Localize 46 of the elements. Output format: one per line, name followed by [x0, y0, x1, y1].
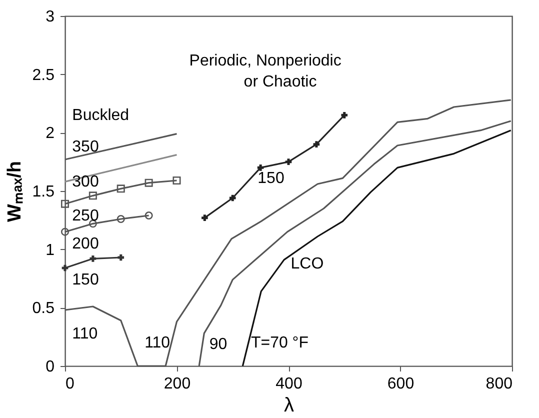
- annotation: or Chaotic: [244, 73, 317, 90]
- y-tick-label: 2.5: [32, 66, 55, 84]
- annotation: 200: [72, 236, 99, 252]
- point: [60, 228, 70, 236]
- y-tick-label: 1: [46, 242, 55, 259]
- x-axis-title: λ: [284, 394, 294, 416]
- point: [62, 264, 68, 272]
- annotation: 150: [72, 272, 99, 289]
- annotation: 110: [144, 334, 170, 352]
- annotation: 150: [258, 170, 284, 188]
- point: [172, 176, 181, 185]
- point: [60, 200, 70, 208]
- annotation: Buckled: [72, 107, 130, 124]
- x-tick-label: 400: [276, 376, 302, 392]
- y-tick-label: 0.5: [32, 300, 55, 318]
- annotation: 110: [72, 325, 98, 342]
- annotation: 90: [209, 336, 228, 353]
- annotation: Periodic, Nonperiodic: [189, 52, 342, 70]
- y-axis-title: Wₘₐₓ/h: [4, 161, 26, 222]
- annotation: 250: [72, 208, 99, 224]
- line-series: [242, 130, 512, 367]
- x-tick-label: 800: [486, 376, 513, 392]
- point: [202, 214, 208, 221]
- point: [313, 141, 320, 148]
- point: [90, 256, 96, 262]
- y-tick-label: 3: [46, 8, 55, 26]
- annotation: 300: [72, 174, 99, 191]
- y-tick-label: 2: [46, 125, 55, 142]
- y-tick-label: 1.5: [32, 184, 55, 200]
- x-tick-label: 0: [66, 376, 74, 392]
- annotation: T=70 °F: [250, 334, 309, 352]
- point: [118, 254, 124, 261]
- x-tick-label: 600: [387, 376, 414, 392]
- point: [285, 158, 292, 165]
- point: [341, 112, 348, 118]
- point: [144, 212, 153, 220]
- point: [144, 178, 153, 187]
- point: [229, 194, 236, 202]
- point: [116, 184, 125, 193]
- x-tick-label: 200: [164, 376, 191, 392]
- point: [116, 215, 125, 223]
- annotation: LCO: [290, 255, 324, 272]
- point: [88, 192, 97, 200]
- point: [257, 164, 264, 171]
- y-tick-label: 0: [46, 358, 55, 376]
- annotation: 350: [72, 138, 99, 156]
